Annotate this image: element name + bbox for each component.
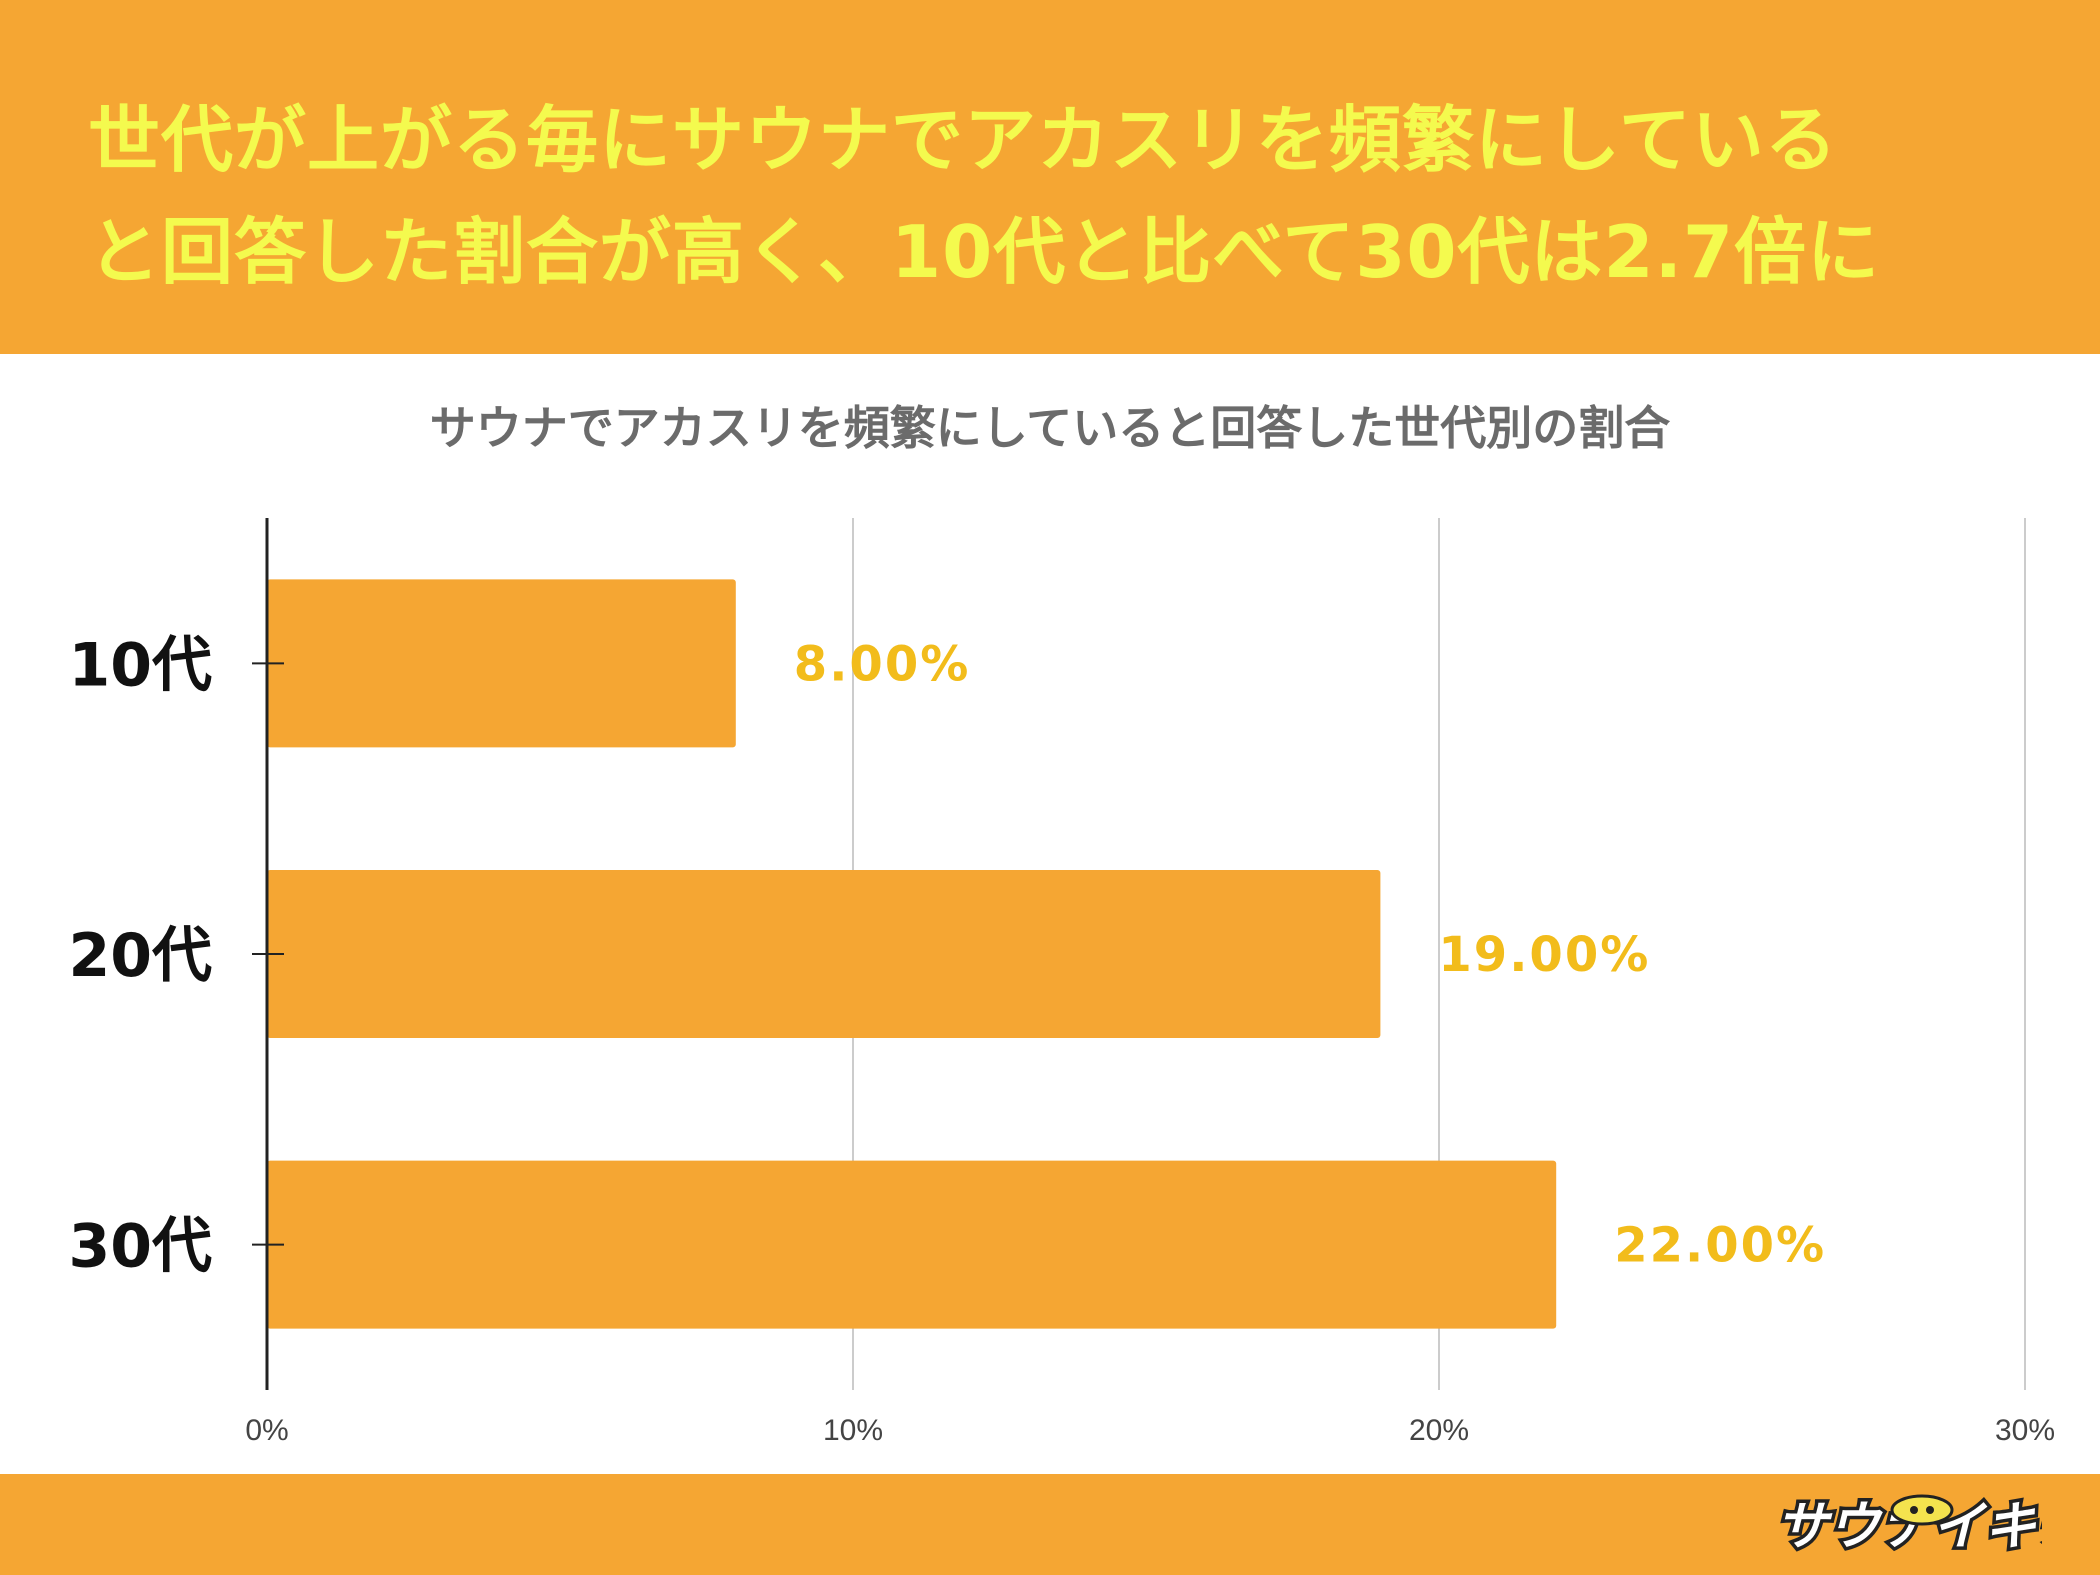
x-tick-label: 10% xyxy=(823,1414,883,1447)
data-label: 19.00% xyxy=(1438,927,1650,983)
bar xyxy=(267,870,1381,1038)
category-label: 20代 xyxy=(69,921,213,991)
bar xyxy=(267,579,736,748)
headline-line-2: と回答した割合が高く、10代と比べて30代は2.7倍に xyxy=(88,210,1881,294)
data-label: 8.00% xyxy=(794,636,971,692)
footer-banner xyxy=(0,1474,2100,1575)
data-label: 22.00% xyxy=(1614,1218,1826,1274)
x-tick-label: 30% xyxy=(1995,1414,2055,1447)
logo-mascot-icon xyxy=(1890,1494,1954,1526)
chart-title: サウナでアカスリを頻繁にしていると回答した世代別の割合 xyxy=(429,401,1671,455)
category-label: 30代 xyxy=(69,1212,213,1282)
category-label: 10代 xyxy=(69,630,213,700)
headline-line-1: 世代が上がる毎にサウナでアカスリを頻繁にしている xyxy=(88,98,1838,182)
x-tick-label: 0% xyxy=(245,1414,288,1447)
header-banner: 世代が上がる毎にサウナでアカスリを頻繁にしている と回答した割合が高く、10代と… xyxy=(0,0,2100,354)
brand-logo: サウナイキチ xyxy=(1773,1494,2043,1561)
headline: 世代が上がる毎にサウナでアカスリを頻繁にしている と回答した割合が高く、10代と… xyxy=(88,84,2048,308)
bar xyxy=(267,1160,1557,1329)
bar-chart: 0% 10% 20% 30% 10代 8.00% 20代 19.00% 30代 22.00% xyxy=(69,518,2055,1447)
x-tick-label: 20% xyxy=(1409,1414,1469,1447)
